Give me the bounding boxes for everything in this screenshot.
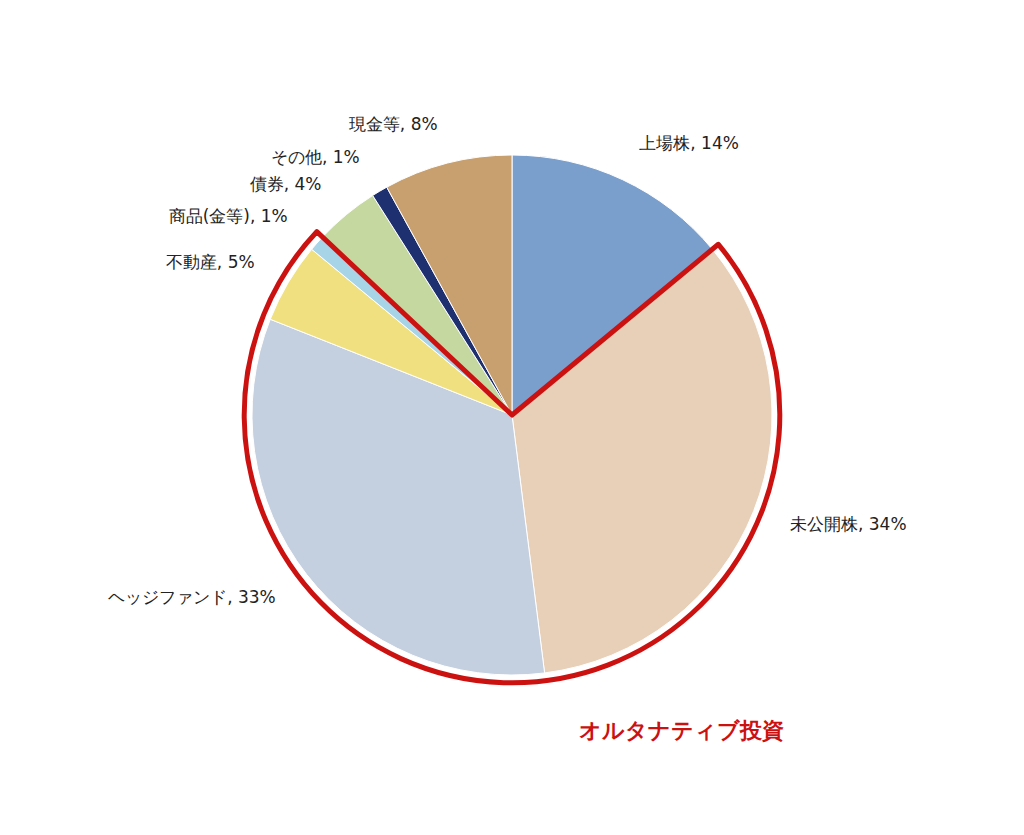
pie-slice: [387, 155, 512, 415]
annotation: オルタナティブ投資: [579, 718, 784, 743]
chart: 上場株, 14% 未公開株, 34% ヘッジファンド, 33% 不動産, 5% 商品(金…: [0, 0, 1024, 835]
data-label: 未公開株, 34%: [790, 514, 907, 534]
pie-slice: [512, 249, 772, 673]
highlight-outline: [244, 232, 780, 683]
data-label: 上場株, 14%: [639, 133, 739, 153]
data-label: 商品(金等), 1%: [169, 206, 288, 226]
data-label: 不動産, 5%: [166, 252, 255, 272]
data-labels: 上場株, 14% 未公開株, 34% ヘッジファンド, 33% 不動産, 5% 商品(金…: [108, 114, 906, 607]
data-label: ヘッジファンド, 33%: [108, 587, 276, 607]
data-label: 現金等, 8%: [349, 114, 438, 134]
data-label: 債券, 4%: [250, 174, 322, 194]
data-label: その他, 1%: [271, 147, 360, 167]
